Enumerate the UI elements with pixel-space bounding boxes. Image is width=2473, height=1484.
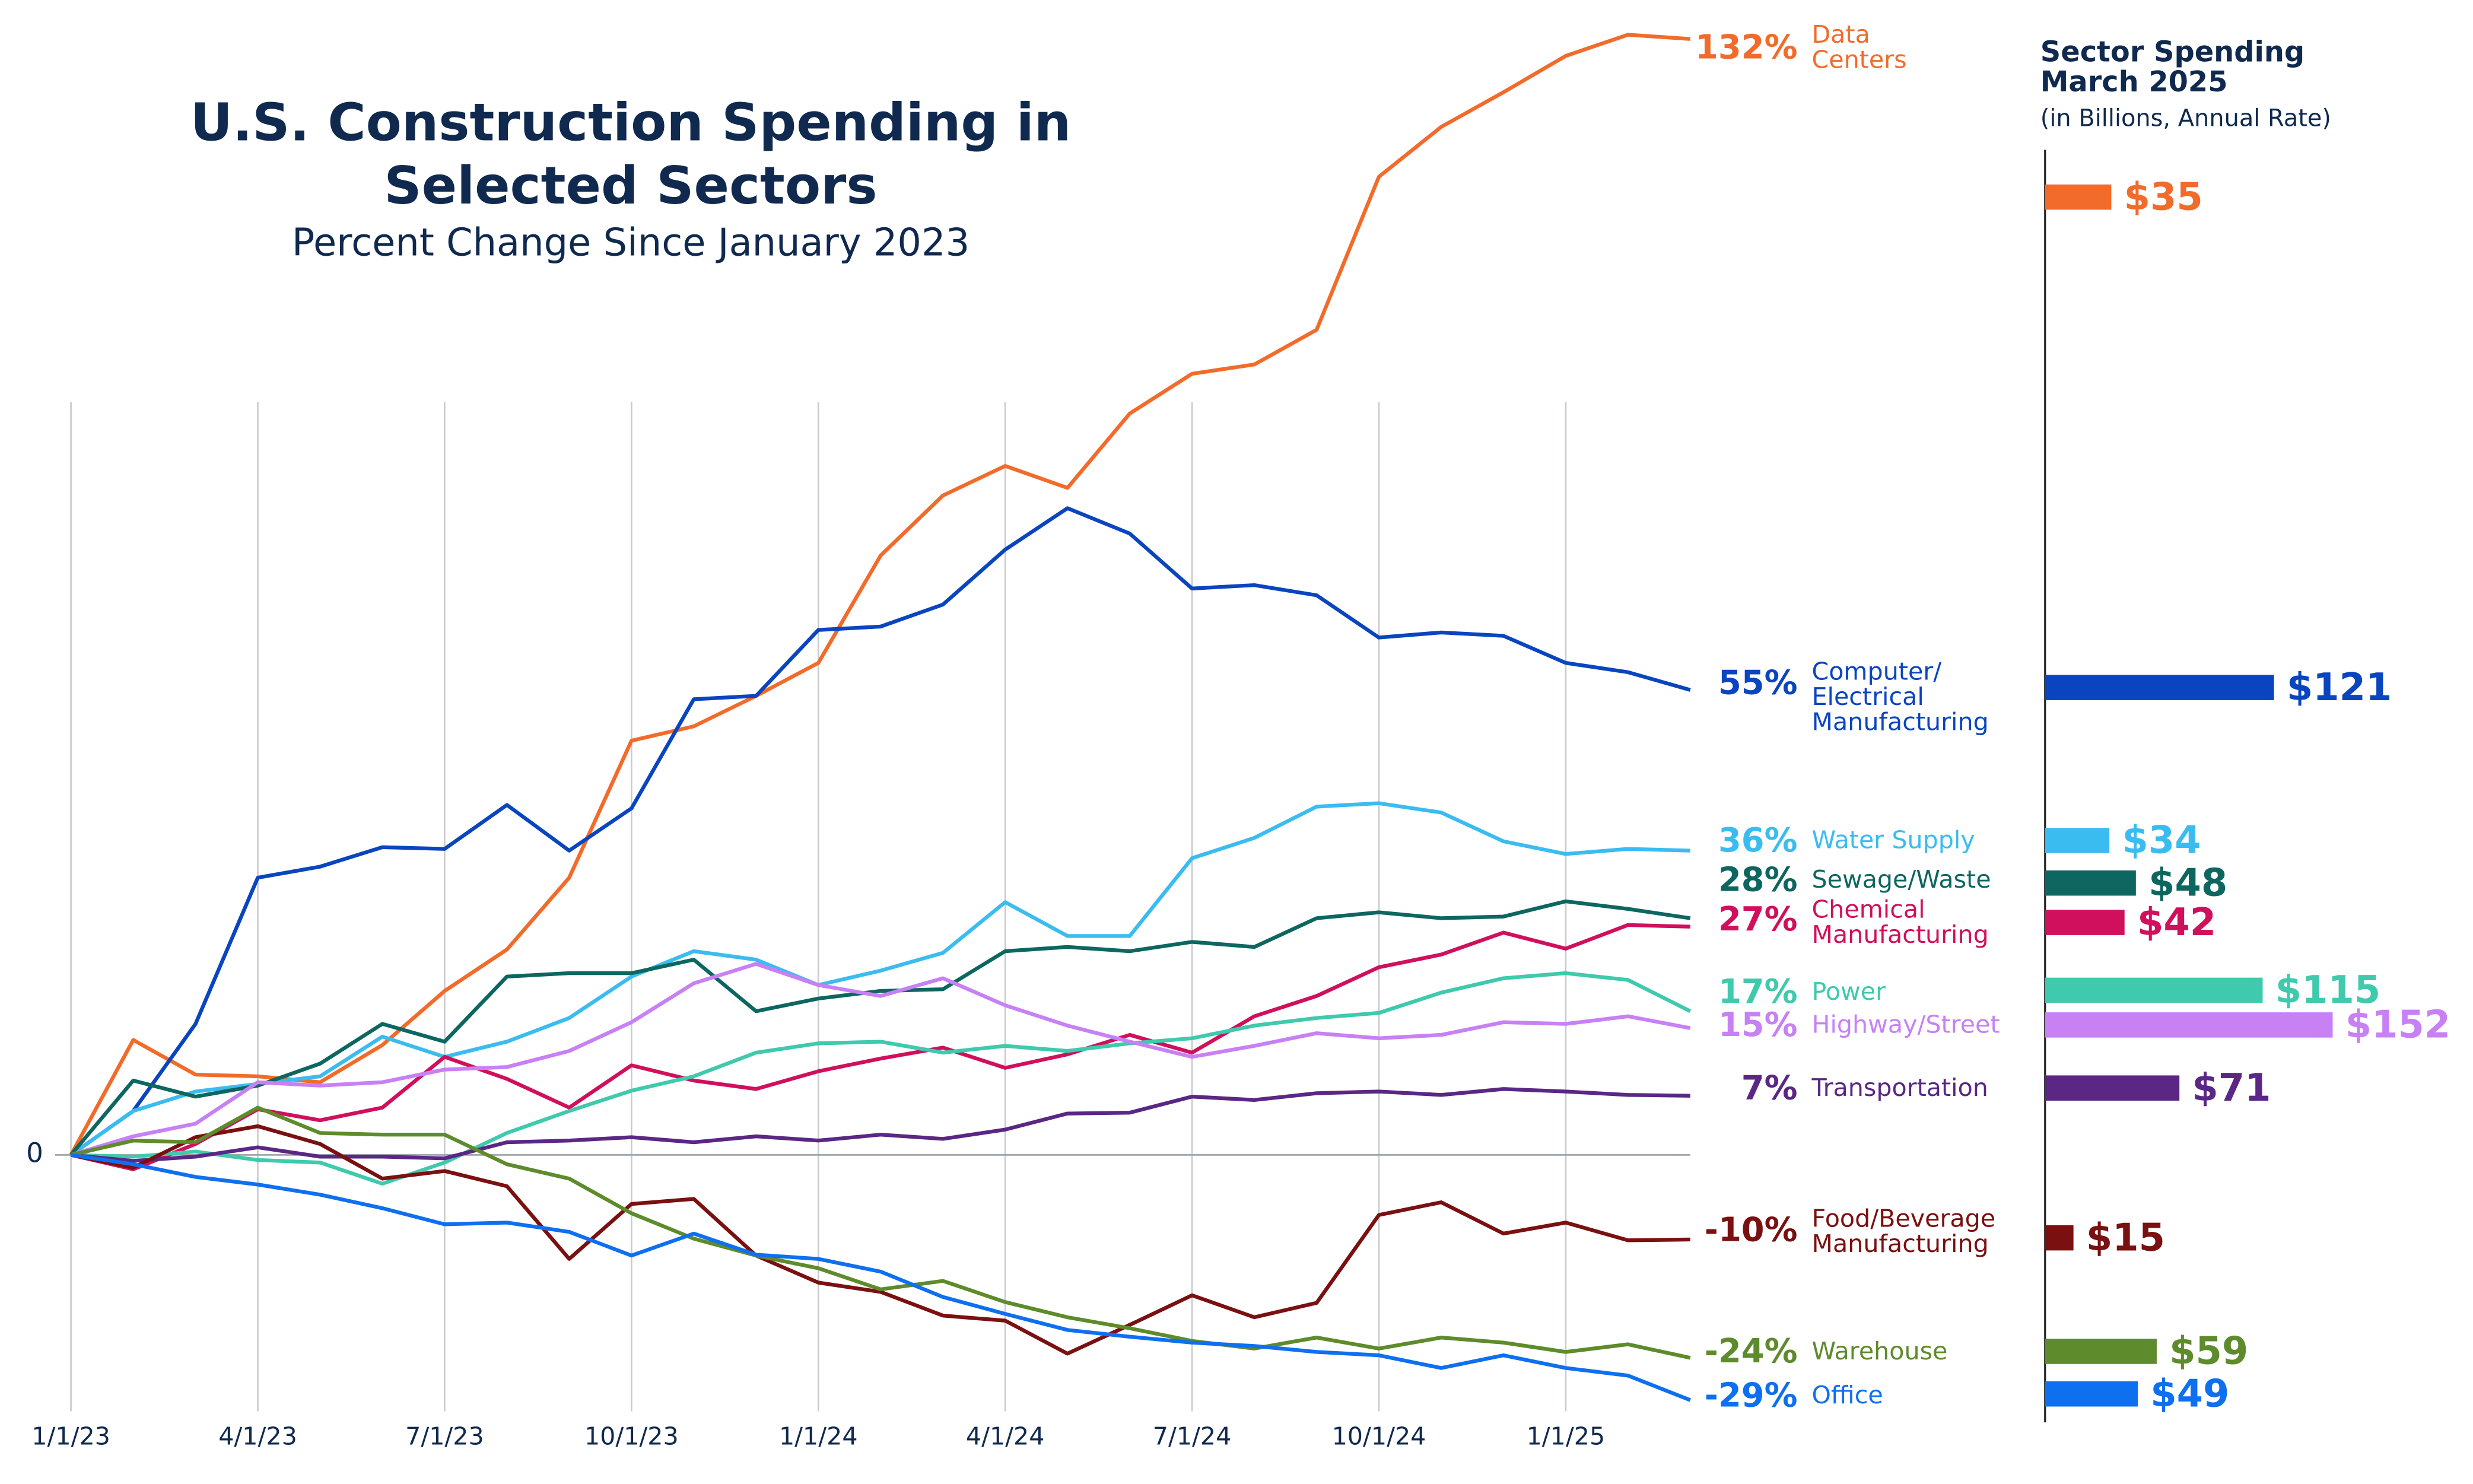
series-end-label: 132% (1695, 28, 1798, 66)
spending-bar (2045, 1012, 2333, 1038)
legend-label: Highway/Street (1811, 1010, 2000, 1040)
series-end-label: 15% (1718, 1006, 1798, 1044)
legend-label: Computer/ Electrical Manufacturing (1811, 657, 1989, 737)
series-line (71, 1087, 1690, 1163)
series-end-label: 55% (1718, 663, 1798, 702)
y-tick-label: 0 (26, 1137, 43, 1168)
spending-bar (2045, 1339, 2157, 1364)
spending-label: $152 (2345, 1003, 2451, 1047)
spending-label: $35 (2124, 174, 2203, 220)
spending-bar (2045, 1225, 2074, 1251)
legend-label: Office (1811, 1381, 1883, 1410)
spending-bar (2045, 1075, 2180, 1101)
x-tick-label: 4/1/24 (966, 1422, 1045, 1451)
spending-subtitle: (in Billions, Annual Rate) (2040, 104, 2331, 133)
chart-subtitle: Percent Change Since January 2023 (291, 221, 970, 265)
spending-label: $115 (2275, 968, 2381, 1013)
spending-bar (2045, 910, 2125, 935)
chart-title: U.S. Construction Spending in Selected S… (190, 91, 1072, 217)
spending-bar (2045, 184, 2112, 210)
series-line (69, 33, 1691, 1156)
x-tick-label: 10/1/24 (1332, 1422, 1426, 1451)
series-line (71, 1153, 1692, 1402)
legend-label: Chemical Manufacturing (1811, 895, 1989, 949)
legend-label: Transportation (1811, 1073, 1988, 1102)
spending-label: $15 (2086, 1215, 2166, 1260)
spending-title: Sector Spending March 2025 (2040, 36, 2305, 100)
x-tick-label: 10/1/23 (584, 1422, 679, 1451)
series-end-label: 7% (1741, 1069, 1798, 1107)
series-end-label: -10% (1704, 1210, 1798, 1249)
spending-label: $49 (2150, 1372, 2230, 1416)
x-tick-label: 7/1/23 (405, 1422, 484, 1451)
legend-label: Sewage/Waste (1811, 865, 1991, 894)
series-line (70, 1105, 1691, 1360)
series-end-label: -24% (1704, 1332, 1798, 1371)
spending-bar (2045, 675, 2274, 700)
x-tick-label: 1/1/24 (779, 1422, 858, 1451)
spending-label: $121 (2286, 665, 2392, 710)
legend-label: Power (1811, 977, 1886, 1006)
series-end-label: 17% (1718, 973, 1798, 1011)
legend-label: Water Supply (1811, 826, 1975, 855)
series-line (70, 1124, 1690, 1356)
spending-bar (2045, 828, 2110, 853)
series-end-label: -29% (1704, 1376, 1798, 1415)
x-tick-label: 1/1/23 (31, 1422, 110, 1451)
spending-bar (2045, 870, 2136, 896)
series-line (69, 899, 1691, 1156)
series-end-label: 27% (1718, 900, 1798, 939)
x-tick-label: 7/1/24 (1153, 1422, 1232, 1451)
spending-bar (2045, 977, 2263, 1003)
spending-label: $59 (2169, 1329, 2249, 1374)
legend-label: Food/Beverage Manufacturing (1811, 1205, 1996, 1259)
spending-label: $71 (2192, 1066, 2271, 1110)
spending-label: $34 (2122, 818, 2201, 863)
x-tick-label: 4/1/23 (218, 1422, 297, 1451)
legend-label: Data Centers (1811, 20, 1907, 74)
series-line (71, 971, 1692, 1186)
spending-label: $48 (2148, 860, 2228, 905)
spending-bar (2045, 1381, 2138, 1407)
x-tick-label: 1/1/25 (1527, 1422, 1606, 1451)
series-line (70, 962, 1691, 1157)
series-end-label: 36% (1718, 821, 1798, 860)
series-line (70, 923, 1690, 1171)
series-line (69, 506, 1691, 1157)
legend-label: Warehouse (1811, 1337, 1948, 1366)
spending-label: $42 (2137, 900, 2217, 945)
series-line (69, 801, 1690, 1157)
series-end-label: 28% (1718, 860, 1798, 899)
